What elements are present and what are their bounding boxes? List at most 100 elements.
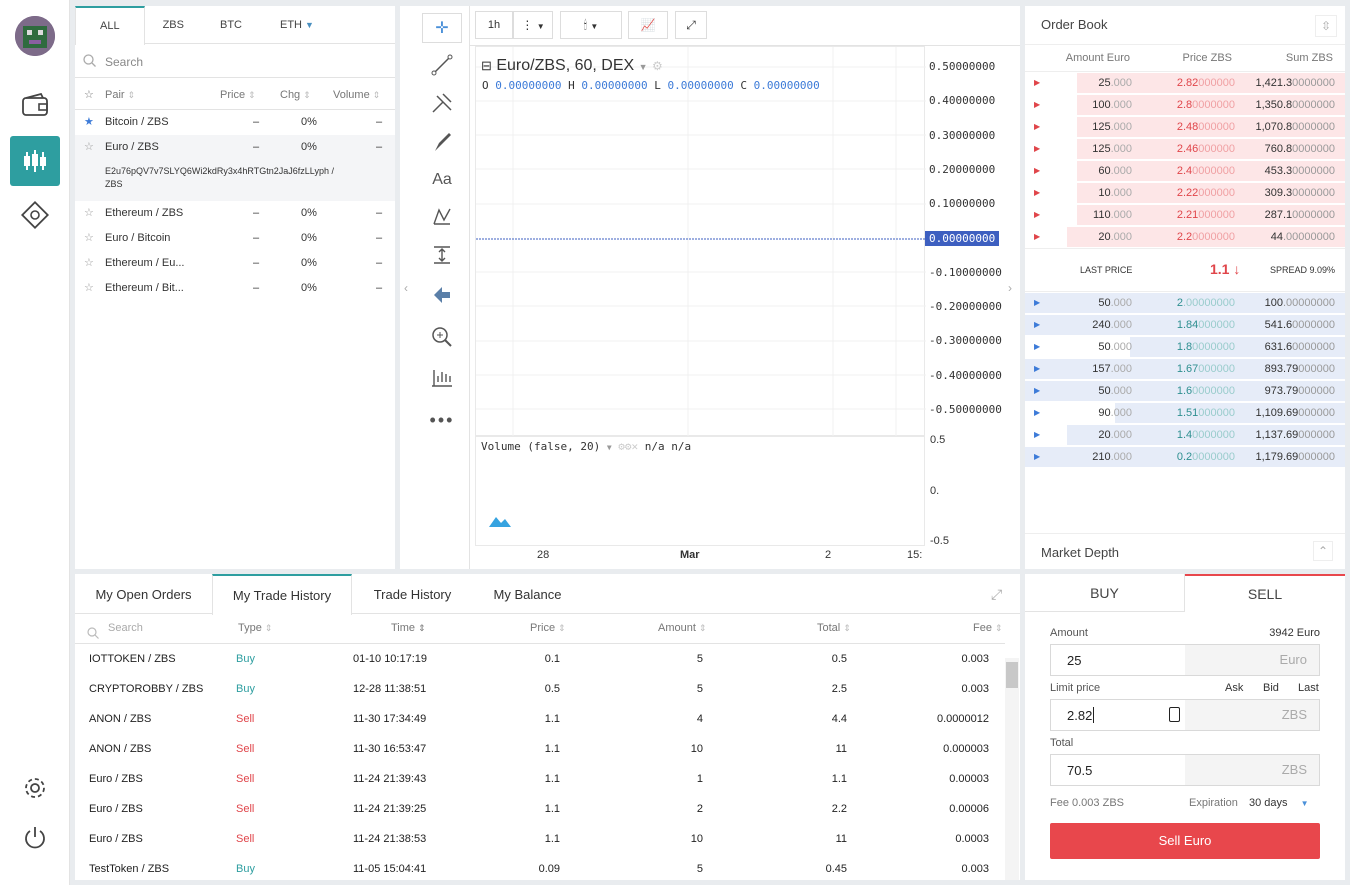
- total-header[interactable]: Total ⇕: [817, 622, 851, 634]
- ask-row[interactable]: ▶ 25.000 2.82000000 1,421.30000000: [1025, 72, 1345, 94]
- tab-my-balance[interactable]: My Balance: [493, 587, 562, 602]
- ask-row[interactable]: ▶ 10.000 2.22000000 309.30000000: [1025, 182, 1345, 204]
- trade-row[interactable]: IOTTOKEN / ZBS Buy 01-10 10:17:19 0.1 5 0.5 0.…: [75, 644, 1005, 674]
- tradingview-logo-icon[interactable]: [488, 513, 512, 532]
- trade-row[interactable]: Euro / ZBS Sell 11-24 21:38:53 1.1 10 11 0.000…: [75, 824, 1005, 854]
- star-icon[interactable]: ☆: [84, 257, 94, 269]
- star-icon[interactable]: ☆: [84, 232, 94, 244]
- ask-row[interactable]: ▶ 60.000 2.40000000 453.30000000: [1025, 160, 1345, 182]
- amount-header[interactable]: Amount ⇕: [658, 622, 707, 634]
- market-row[interactable]: ☆ Ethereum / Eu... – 0% –: [75, 251, 395, 276]
- limit-price-input[interactable]: 2.82 ZBS: [1050, 699, 1320, 731]
- crosshair-icon[interactable]: ✛: [422, 13, 462, 43]
- collapse-icon[interactable]: ⇳: [1315, 15, 1337, 37]
- pattern-icon[interactable]: [424, 202, 460, 232]
- market-depth-header[interactable]: Market Depth ⌃: [1025, 533, 1345, 569]
- market-tab-btc[interactable]: BTC: [219, 19, 242, 31]
- brush-icon[interactable]: [424, 127, 460, 157]
- buy-tab[interactable]: BUY: [1025, 574, 1185, 612]
- trade-row[interactable]: ANON / ZBS Sell 11-30 17:34:49 1.1 4 4.4 0.000…: [75, 704, 1005, 734]
- scrollbar-thumb[interactable]: [1006, 662, 1018, 688]
- calculator-icon[interactable]: [1169, 707, 1180, 722]
- sell-tab[interactable]: SELL: [1185, 574, 1345, 612]
- pair-header[interactable]: Pair ⇕: [105, 89, 136, 101]
- settings-gear-icon[interactable]: [10, 763, 60, 813]
- price-header[interactable]: Price ⇕: [530, 622, 566, 634]
- market-row[interactable]: ☆ Euro / ZBS – 0% – E2u76pQV7v7SLYQ6Wi2kdRy3x…: [75, 135, 395, 201]
- star-icon[interactable]: ☆: [84, 207, 94, 219]
- chevron-up-icon[interactable]: ⌃: [1313, 541, 1333, 561]
- volume-header[interactable]: Volume ⇕: [333, 89, 381, 101]
- text-icon[interactable]: Aa: [432, 171, 452, 188]
- trade-row[interactable]: TestToken / ZBS Buy 11-05 15:04:41 0.09 5 0.4…: [75, 854, 1005, 880]
- ask-row[interactable]: ▶ 125.000 2.46000000 760.80000000: [1025, 138, 1345, 160]
- trade-row[interactable]: CRYPTOROBBY / ZBS Buy 12-28 11:38:51 0.5 5 2.…: [75, 674, 1005, 704]
- tab-trade-history[interactable]: Trade History: [373, 587, 452, 602]
- balance-value[interactable]: 3942 Euro: [1269, 627, 1320, 639]
- volume-pane[interactable]: Volume (false, 20) ▼ ⚙⚙✕ n/a n/a: [475, 436, 925, 546]
- indicators-icon[interactable]: 📈: [628, 11, 668, 39]
- bid-row[interactable]: ▶ 157.000 1.67000000 893.79000000: [1025, 358, 1345, 380]
- market-row[interactable]: ☆ Ethereum / Bit... – 0% –: [75, 276, 395, 301]
- bid-row[interactable]: ▶ 50.000 1.80000000 631.60000000: [1025, 336, 1345, 358]
- trade-row[interactable]: Euro / ZBS Sell 11-24 21:39:43 1.1 1 1.1 0.000…: [75, 764, 1005, 794]
- market-row[interactable]: ☆ Euro / Bitcoin – 0% –: [75, 226, 395, 251]
- ask-row[interactable]: ▶ 125.000 2.48000000 1,070.80000000: [1025, 116, 1345, 138]
- time-header[interactable]: Time ⇕: [391, 622, 426, 634]
- expiration-select[interactable]: 30 days ▼: [1249, 797, 1309, 809]
- bid-row[interactable]: ▶ 50.000 1.60000000 973.79000000: [1025, 380, 1345, 402]
- volume-settings-icon[interactable]: ⚙⚙✕: [618, 440, 639, 453]
- price-header[interactable]: Price ⇕: [220, 89, 256, 101]
- chart-type-dropdown[interactable]: 🕯 ▼: [560, 11, 622, 39]
- bid-row[interactable]: ▶ 210.000 0.20000000 1,179.69000000: [1025, 446, 1345, 468]
- chevron-down-icon[interactable]: ▼: [638, 62, 648, 72]
- bid-link[interactable]: Bid: [1263, 682, 1279, 694]
- star-icon[interactable]: ☆: [84, 282, 94, 294]
- collapse-icon[interactable]: ⊟: [481, 58, 492, 73]
- ask-row[interactable]: ▶ 100.000 2.80000000 1,350.80000000: [1025, 94, 1345, 116]
- market-row[interactable]: ☆ Ethereum / ZBS – 0% –: [75, 201, 395, 226]
- chevron-right-icon[interactable]: ›: [1008, 281, 1012, 295]
- market-search[interactable]: Search: [75, 44, 395, 78]
- last-link[interactable]: Last: [1298, 682, 1319, 694]
- star-filled-icon[interactable]: ★: [84, 116, 94, 128]
- interval-dropdown[interactable]: ⋮ ▼: [513, 11, 553, 39]
- chevron-down-icon[interactable]: ▼: [606, 443, 612, 452]
- bid-row[interactable]: ▶ 20.000 1.40000000 1,137.69000000: [1025, 424, 1345, 446]
- bid-row[interactable]: ▶ 240.000 1.84000000 541.60000000: [1025, 314, 1345, 336]
- avatar[interactable]: [15, 16, 55, 56]
- amount-input[interactable]: 25 Euro: [1050, 644, 1320, 676]
- total-input[interactable]: 70.5 ZBS: [1050, 754, 1320, 786]
- expand-icon[interactable]: ⤢: [991, 586, 1003, 602]
- fee-header[interactable]: Fee ⇕: [973, 622, 1003, 634]
- time-axis[interactable]: 28 Mar 2 15:: [475, 546, 995, 566]
- ask-row[interactable]: ▶ 20.000 2.20000000 44.00000000: [1025, 226, 1345, 248]
- bid-row[interactable]: ▶ 50.000 2.00000000 100.00000000: [1025, 292, 1345, 314]
- scrollbar[interactable]: [1005, 658, 1019, 880]
- star-icon[interactable]: ☆: [84, 141, 94, 153]
- trade-row[interactable]: Euro / ZBS Sell 11-24 21:39:25 1.1 2 2.2 0.000…: [75, 794, 1005, 824]
- trade-row[interactable]: ANON / ZBS Sell 11-30 16:53:47 1.1 10 11 0.000…: [75, 734, 1005, 764]
- ruler-icon[interactable]: [424, 362, 460, 392]
- more-horizontal-icon[interactable]: •••: [429, 409, 455, 430]
- chevron-left-icon[interactable]: ‹: [404, 281, 408, 295]
- type-header[interactable]: Type ⇕: [238, 622, 273, 634]
- tab-my-open-orders[interactable]: My Open Orders: [95, 587, 192, 602]
- trading-candles-icon[interactable]: [10, 136, 60, 186]
- market-tab-eth[interactable]: ETH ▼: [262, 6, 320, 43]
- interval-button[interactable]: 1h: [475, 11, 513, 39]
- market-tab-zbs[interactable]: ZBS: [162, 19, 184, 31]
- arrow-left-icon[interactable]: [424, 280, 460, 310]
- zoom-in-icon[interactable]: [424, 322, 460, 352]
- pitchfork-icon[interactable]: [424, 88, 460, 118]
- settings-icon[interactable]: ⚙: [652, 59, 663, 73]
- bid-row[interactable]: ▶ 90.000 1.51000000 1,109.69000000: [1025, 402, 1345, 424]
- history-search-input[interactable]: Search: [108, 622, 143, 634]
- measure-icon[interactable]: [424, 240, 460, 270]
- ask-row[interactable]: ▶ 110.000 2.21000000 287.10000000: [1025, 204, 1345, 226]
- power-icon[interactable]: [10, 813, 60, 863]
- fullscreen-icon[interactable]: ⤢: [675, 11, 707, 39]
- market-tab-all[interactable]: ALL: [75, 6, 145, 45]
- token-diamond-icon[interactable]: [10, 190, 60, 240]
- wallet-icon[interactable]: [10, 80, 60, 130]
